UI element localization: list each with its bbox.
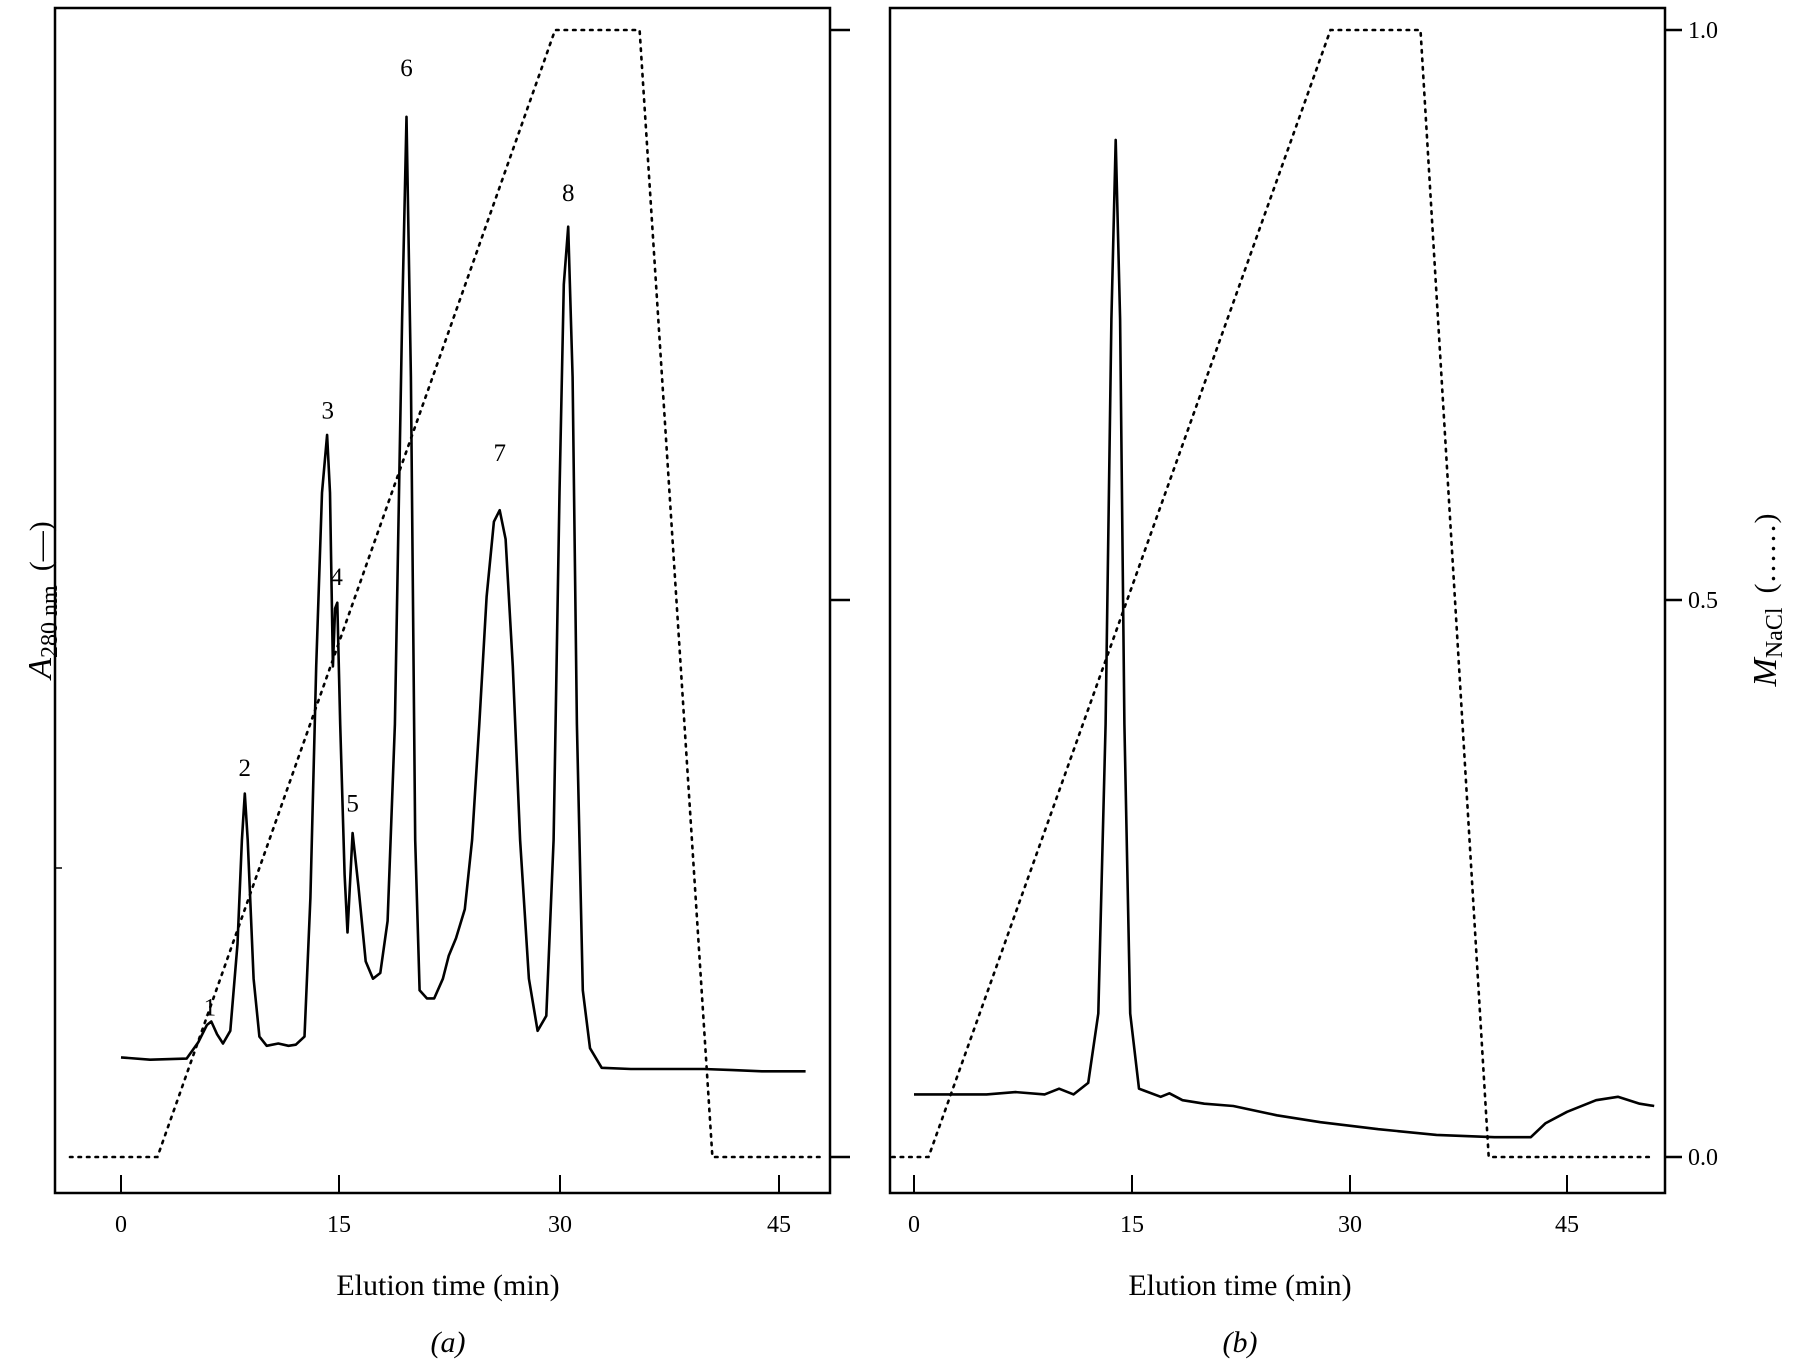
panel-b-frame — [888, 6, 1667, 1195]
panel-a-peak-labels: 1 2 3 4 5 6 7 8 — [204, 55, 575, 1021]
panel-a-frame — [53, 6, 832, 1195]
panel-b-xtick-label-1: 15 — [1120, 1212, 1144, 1238]
panel-b-nacl-gradient-line — [890, 28, 1656, 1159]
svg-text:MNaCl(……): MNaCl (……) — [1747, 514, 1788, 688]
panel-a-xtick-label-3: 45 — [767, 1212, 791, 1238]
panel-b-ytick-label-2: 1.0 — [1688, 18, 1718, 44]
panel-a: 0 15 30 45 Elution time (min) (a) A280 n… — [22, 6, 850, 1359]
peak-label-1: 1 — [204, 994, 217, 1021]
panel-b-ytick-label-0: 0.0 — [1688, 1145, 1718, 1171]
panel-b-xtick-label-2: 30 — [1338, 1212, 1362, 1238]
peak-label-2: 2 — [239, 755, 252, 782]
panel-a-ylabel: A280 nm (—) — [22, 521, 63, 680]
peak-label-6: 6 — [400, 55, 413, 82]
peak-label-8: 8 — [562, 180, 575, 207]
panel-b-ylabel-subscript: NaCl — [1762, 607, 1788, 658]
panel-a-absorbance-trace — [120, 115, 806, 1073]
panel-b: 1.0 0.5 0.0 0 15 30 45 Elution time (min… — [888, 6, 1788, 1359]
panel-a-nacl-gradient-line — [68, 28, 822, 1159]
panel-b-absorbance-trace — [914, 138, 1655, 1139]
panel-a-xlabel: Elution time (min) — [336, 1269, 559, 1302]
panel-a-ylabel-symbol: A — [22, 658, 59, 681]
peak-label-5: 5 — [346, 791, 359, 818]
panel-b-ylabel-symbol: M — [1747, 656, 1784, 687]
panel-a-xtick-label-1: 15 — [327, 1212, 351, 1238]
panel-a-xtick-label-0: 0 — [115, 1212, 127, 1238]
panel-a-xtick-label-2: 30 — [548, 1212, 572, 1238]
panel-b-ytick-label-1: 0.5 — [1688, 588, 1718, 614]
svg-text:A280 nm(—): A280 nm (—) — [22, 521, 63, 680]
panel-b-label: (b) — [1223, 1326, 1258, 1359]
panel-a-ylabel-legend: (—) — [24, 521, 57, 571]
panel-a-x-ticks — [120, 1175, 780, 1193]
panel-a-ylabel-subscript: 280 nm — [37, 585, 63, 658]
panel-b-xtick-label-0: 0 — [908, 1212, 920, 1238]
peak-label-3: 3 — [322, 397, 335, 424]
peak-label-4: 4 — [330, 564, 343, 591]
panel-b-xlabel: Elution time (min) — [1128, 1269, 1351, 1302]
panel-b-ylabel-legend: (……) — [1749, 514, 1782, 594]
panel-b-xtick-label-3: 45 — [1555, 1212, 1579, 1238]
panel-b-x-ticks — [913, 1175, 1568, 1193]
panel-a-label: (a) — [431, 1326, 466, 1359]
panel-b-ylabel: MNaCl (……) — [1747, 514, 1788, 688]
peak-label-7: 7 — [493, 440, 506, 467]
